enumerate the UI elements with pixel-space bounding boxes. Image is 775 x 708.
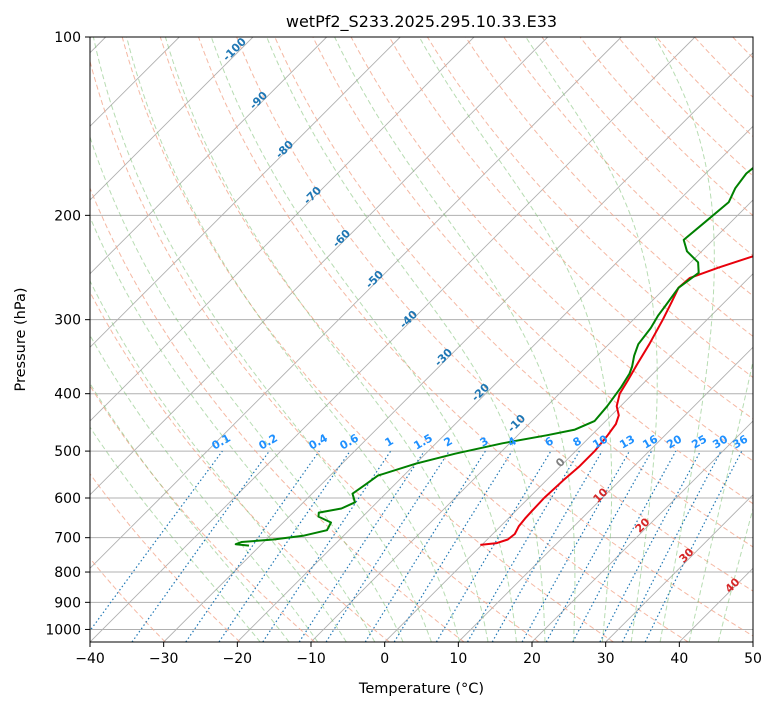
y-axis: 100 200 300 400 500 600 700 800 900 1000 xyxy=(45,30,90,638)
dry-adiabat xyxy=(274,37,753,548)
y-tick-label: 100 xyxy=(54,30,81,46)
dry-adiabat xyxy=(90,186,465,642)
isotherm-gridline xyxy=(310,199,753,642)
dry-adiabat xyxy=(121,37,614,642)
moist-adiabat xyxy=(525,37,658,642)
moist-adiabat xyxy=(90,334,319,642)
x-tick-label: 20 xyxy=(523,651,541,667)
mixing-ratio-line xyxy=(644,450,743,642)
moist-adiabat xyxy=(334,37,576,642)
x-tick-label: 40 xyxy=(670,651,688,667)
isotherm-gridline xyxy=(384,273,753,642)
dry-adiabat xyxy=(503,37,753,297)
moist-adiabat xyxy=(688,358,753,642)
chart-title: wetPf2_S233.2025.295.10.33.E33 xyxy=(286,12,557,32)
mixing-ratio-line xyxy=(131,450,270,642)
dry-adiabat xyxy=(236,37,753,592)
mixing-ratio-line xyxy=(393,450,513,642)
dry-adiabat xyxy=(198,37,753,637)
mixing-ratio-line xyxy=(185,450,320,642)
y-axis-label: Pressure (hPa) xyxy=(13,287,29,391)
moist-adiabat xyxy=(266,37,546,642)
y-tick-label: 700 xyxy=(54,531,81,547)
isotherm-gridline xyxy=(457,346,753,642)
mixing-ratio-line xyxy=(325,450,450,642)
isotherm-gridline xyxy=(90,37,549,496)
isotherm-gridline xyxy=(90,37,475,422)
y-tick-label: 200 xyxy=(54,208,81,224)
x-tick-label: 30 xyxy=(597,651,615,667)
mixing-ratio-line xyxy=(545,450,653,642)
x-tick-label: 0 xyxy=(380,651,389,667)
profile-series xyxy=(234,166,753,547)
mixing-ratio-line xyxy=(262,450,392,642)
x-tick-label: 50 xyxy=(744,651,762,667)
isotherm-gridline xyxy=(90,37,401,348)
moist-adiabat xyxy=(654,37,715,642)
isotherm-gridline xyxy=(90,37,622,569)
plot-frame xyxy=(89,36,754,643)
moist-adiabat xyxy=(164,37,489,642)
x-tick-label: −20 xyxy=(223,651,253,667)
mixing-ratio-line xyxy=(521,450,631,642)
dry-adiabat xyxy=(90,291,390,642)
isotherm-gridline xyxy=(605,494,753,642)
x-tick-label: 10 xyxy=(449,651,467,667)
x-tick-label: −10 xyxy=(296,651,326,667)
moist-adiabat xyxy=(418,37,613,642)
dry-adiabat xyxy=(90,557,166,642)
x-axis-label: Temperature (°C) xyxy=(358,681,484,697)
mixing-ratio-line xyxy=(90,450,223,632)
dry-adiabat xyxy=(90,59,540,642)
y-tick-label: 900 xyxy=(54,595,81,611)
dry-adiabat xyxy=(350,37,753,462)
isotherm-gridline xyxy=(531,420,753,642)
mixing-ratio-line xyxy=(298,450,425,642)
temperature-profile-line xyxy=(480,255,753,546)
mixing-ratio-line xyxy=(572,450,677,642)
isotherm-gridline xyxy=(90,37,254,201)
moist-adiabat xyxy=(717,506,753,642)
dewpoint-profile-line xyxy=(234,166,753,547)
y-tick-label: 300 xyxy=(54,313,81,329)
dry-adiabat xyxy=(90,472,241,642)
moist-adiabat xyxy=(90,426,261,642)
dry-adiabat xyxy=(159,37,689,642)
y-tick-label: 1000 xyxy=(45,622,81,638)
mixing-ratio-line xyxy=(218,450,351,642)
x-axis: −40 −30 −20 −10 0 10 20 30 40 50 xyxy=(75,642,762,667)
isotherm-gridline xyxy=(236,125,753,642)
isotherm-gridline xyxy=(90,37,328,275)
moist-adiabat xyxy=(92,37,432,642)
y-tick-label: 400 xyxy=(54,387,81,403)
moist-adiabat xyxy=(210,37,517,642)
x-tick-label: −30 xyxy=(149,651,179,667)
y-tick-label: 800 xyxy=(54,565,81,581)
dry-adiabat xyxy=(426,37,753,379)
moist-adiabat xyxy=(90,135,404,642)
y-tick-label: 600 xyxy=(54,491,81,507)
x-tick-label: −40 xyxy=(75,651,105,667)
moist-adiabat xyxy=(90,215,376,642)
isotherm-gridline xyxy=(90,37,696,642)
moist-adiabat xyxy=(90,382,290,642)
y-tick-label: 500 xyxy=(54,444,81,460)
moist-adiabat xyxy=(126,37,461,642)
